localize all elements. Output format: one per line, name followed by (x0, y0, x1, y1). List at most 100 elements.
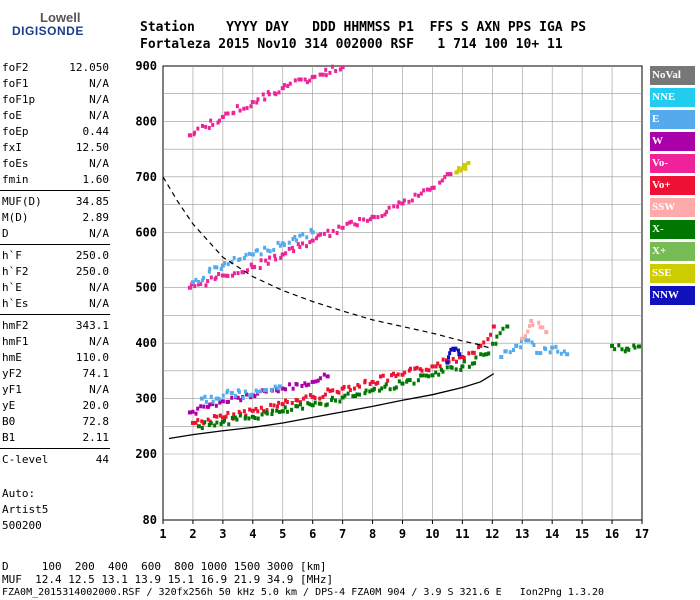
trace-echo (355, 392, 359, 397)
param-value: N/A (89, 157, 109, 170)
trace-echo (406, 378, 410, 383)
trace-echo (211, 399, 215, 404)
trace-point (187, 410, 192, 415)
param-value: 250.0 (75, 249, 109, 262)
trace-point (280, 402, 285, 407)
param-key: hmF1 (2, 335, 29, 348)
trace-point (400, 201, 405, 206)
param-key: fmin (2, 173, 29, 186)
trace-echo (338, 67, 342, 72)
trace-echo (209, 421, 213, 426)
trace-echo (324, 73, 328, 78)
param-value: 1.60 (82, 173, 110, 186)
trace-echo (408, 366, 412, 371)
x-tick-label: 14 (545, 527, 559, 541)
trace-echo (246, 268, 250, 273)
trace-echo (221, 393, 225, 398)
trace-echo (214, 403, 218, 408)
trace-echo (261, 388, 265, 393)
trace-echo (245, 392, 249, 397)
trace-echo (474, 355, 478, 360)
trace-echo (473, 361, 477, 366)
trace-echo (308, 240, 312, 245)
trace-point (610, 343, 615, 348)
trace-echo (633, 345, 637, 350)
trace-echo (194, 420, 198, 425)
trace-echo (318, 396, 322, 401)
trace-echo (285, 409, 289, 414)
trace-echo (384, 382, 388, 387)
trace-echo (215, 265, 219, 270)
trace-echo (445, 365, 449, 370)
trace-echo (201, 278, 205, 283)
trace-echo (282, 83, 286, 88)
trace-echo (318, 376, 322, 381)
trace-point (310, 379, 315, 384)
trace-echo (394, 374, 398, 379)
trace-echo (467, 351, 471, 356)
param-value: N/A (89, 77, 109, 90)
trace-echo (313, 395, 317, 400)
trace-echo (297, 77, 301, 82)
trace-echo (293, 235, 297, 240)
param-h-f2: h`F2 250.0 (2, 264, 109, 280)
trace-echo (338, 399, 342, 404)
y-tick-label: 400 (135, 336, 157, 350)
trace-echo (412, 381, 416, 386)
x-tick-label: 16 (605, 527, 619, 541)
trace-echo (425, 187, 429, 192)
trace-echo (501, 326, 505, 331)
trace-echo (196, 406, 200, 411)
trace-echo (413, 192, 417, 197)
trace-echo (470, 361, 474, 366)
trace-echo (524, 338, 528, 343)
trace-echo (394, 385, 398, 390)
trace-echo (494, 341, 498, 346)
trace-echo (363, 378, 367, 383)
param-key: B0 (2, 415, 16, 428)
trace-echo (319, 232, 323, 237)
trace-point (445, 360, 450, 365)
trace-echo (353, 222, 357, 227)
trace-echo (287, 246, 291, 251)
trace-point (430, 373, 435, 378)
trace-echo (325, 402, 329, 407)
trace-echo (197, 279, 201, 284)
trace-echo (295, 382, 299, 387)
trace-echo (397, 200, 401, 205)
header-row-2: Fortaleza 2015 Nov10 314 002000 RSF 1 71… (140, 37, 563, 52)
trace-point (466, 161, 471, 165)
trace-echo (421, 373, 425, 378)
trace-echo (294, 404, 298, 409)
trace-point (370, 379, 375, 384)
trace-point (187, 133, 192, 138)
trace-echo (249, 104, 253, 109)
trace-echo (491, 341, 495, 346)
trace-echo (264, 258, 268, 263)
param-separator (0, 314, 110, 315)
auto-version: 500200 (2, 519, 42, 532)
trace-point (220, 263, 225, 268)
trace-echo (268, 249, 272, 254)
trace-echo (548, 350, 552, 355)
trace-echo (445, 172, 449, 177)
trace-echo (242, 409, 246, 414)
trace-echo (275, 408, 279, 413)
param-separator (0, 244, 110, 245)
param-muf-d-: MUF(D) 34.85 (2, 194, 109, 210)
trace-echo (255, 100, 259, 105)
trace-point (484, 352, 489, 357)
trace-echo (223, 418, 227, 423)
trace-echo (462, 359, 466, 364)
trace-echo (245, 106, 249, 111)
trace-echo (193, 284, 197, 289)
param-value: 343.1 (75, 319, 109, 332)
param-key: foEp (2, 125, 29, 138)
footer-distance-row: D 100 200 400 600 800 1000 1500 3000 [km… (2, 560, 327, 573)
trace-echo (346, 391, 350, 396)
trace-echo (376, 215, 380, 220)
trace-echo (422, 188, 426, 193)
x-tick-label: 8 (369, 527, 376, 541)
trace-echo (392, 371, 396, 376)
trace-echo (254, 406, 258, 411)
